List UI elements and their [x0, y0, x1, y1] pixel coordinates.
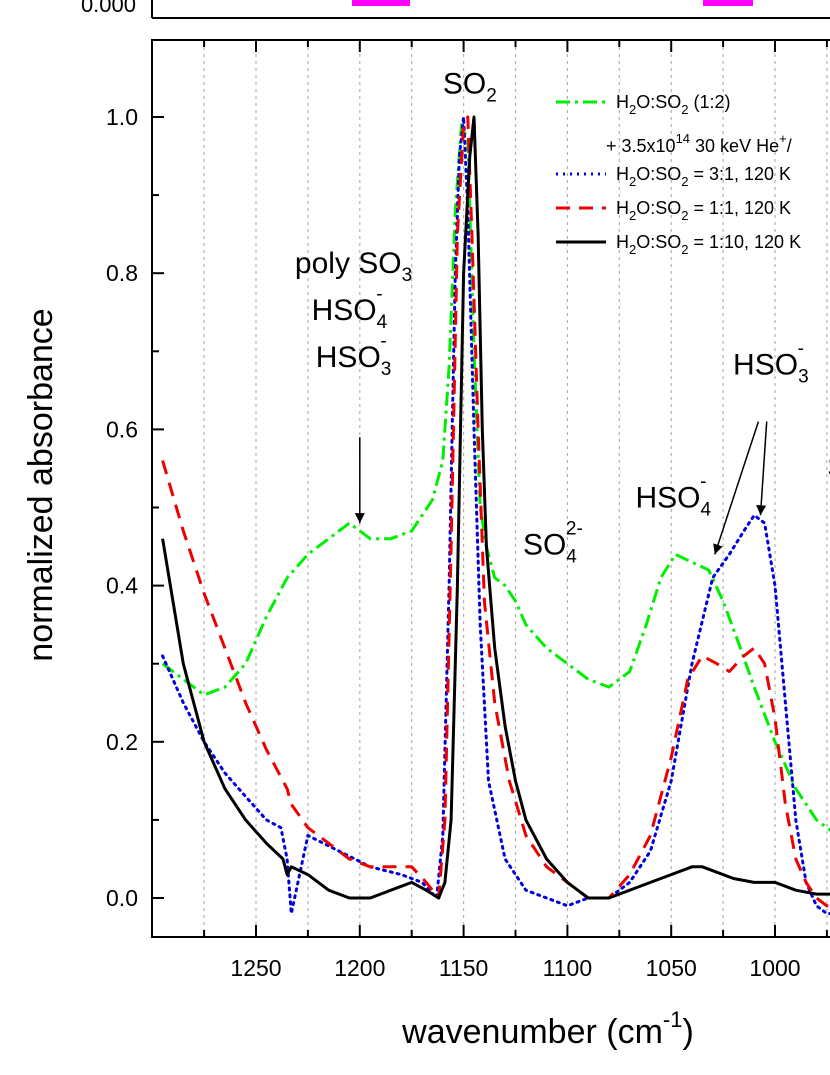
annotation-part: - — [376, 284, 382, 305]
legend: H2O:SO2 (1:2)+ 3.5x1014 30 keV He+/H2O:S… — [556, 92, 801, 257]
annotation-part: HSO — [733, 349, 798, 382]
legend-entry: H2O:SO2 = 1:10, 120 K — [616, 232, 801, 257]
annotation-label: HSO4 - — [635, 472, 711, 521]
legend-text-part: H — [616, 92, 629, 112]
annotation-label: S — [827, 450, 830, 483]
annotation-part: 3 — [381, 359, 392, 380]
annotation-part: 4 — [566, 546, 577, 567]
legend-text-part: 30 keV He — [690, 136, 779, 156]
annotation-part: 3 — [798, 367, 809, 388]
series-line — [161, 115, 830, 900]
series-lines — [161, 115, 830, 916]
legend-text-part: = 1:10, 120 K — [688, 232, 801, 252]
x-tick-label: 1050 — [646, 955, 697, 981]
annotation-part: - — [798, 339, 804, 360]
plot-area: 1250 1200 1150 1100 1050 1000 0.0 0.2 0.4 0.6 0.8 1… — [106, 39, 830, 981]
annotation-label: poly SO3 — [295, 247, 412, 286]
legend-text-part: = 3:1, 120 K — [688, 164, 791, 184]
legend-text-part: 2 — [681, 208, 688, 223]
annotation-label: HSO4 - — [312, 284, 388, 333]
annotation-part: - — [380, 331, 386, 352]
legend-entry: H2O:SO2 = 1:1, 120 K — [616, 198, 791, 223]
y-tick-label: 0.6 — [106, 416, 138, 442]
annotation-part: HSO — [316, 341, 381, 374]
y-tick-label: 1.0 — [106, 104, 138, 130]
annotation-part: 4 — [377, 312, 388, 333]
annotation-part: 2- — [566, 518, 583, 539]
legend-text-part: O:SO — [636, 164, 681, 184]
annotation-label: HSO3 - — [733, 339, 809, 388]
series-line — [161, 115, 830, 908]
x-axis-label-end: ) — [682, 1013, 693, 1051]
plot-frame — [151, 39, 830, 938]
axis-ticks: 1250 1200 1150 1100 1050 1000 0.0 0.2 0.4 0.6 0.8 1… — [106, 40, 828, 981]
legend-entry-line2: + 3.5x1014 30 keV He+/ — [606, 131, 792, 156]
x-tick-label: 1100 — [543, 955, 592, 981]
annotation-part: SO — [523, 528, 566, 561]
annotation-part: 4 — [700, 500, 711, 521]
legend-text-part: O:SO — [636, 232, 681, 252]
legend-text-part: 2 — [629, 242, 636, 257]
y-tick-label: 0.0 — [106, 885, 138, 911]
legend-text-part: + 3.5x10 — [606, 136, 676, 156]
x-axis-label-main: wavenumber (cm — [401, 1013, 663, 1051]
legend-text-part: + — [779, 131, 787, 146]
legend-text-part: 2 — [629, 174, 636, 189]
top-panel-marker-2 — [703, 0, 753, 6]
legend-text-part: 2 — [629, 208, 636, 223]
x-axis-label: wavenumber (cm-1) — [401, 1007, 694, 1051]
annotation-part: 3 — [402, 265, 413, 286]
legend-entry: H2O:SO2 = 3:1, 120 K — [616, 164, 791, 189]
legend-text-part: O:SO — [636, 198, 681, 218]
top-panel-marker-1 — [352, 0, 410, 6]
series-line — [161, 115, 830, 916]
x-tick-label: 1250 — [230, 955, 281, 981]
x-tick-label: 1200 — [334, 955, 385, 981]
legend-text-part: H — [616, 232, 629, 252]
x-tick-label: 1150 — [439, 955, 488, 981]
annotation-arrow — [756, 421, 768, 516]
legend-text-part: = 1:1, 120 K — [688, 198, 791, 218]
legend-text-part: / — [787, 136, 792, 156]
legend-text-part: 2 — [681, 102, 688, 117]
top-panel-tick-label: 0.000 — [81, 0, 136, 17]
legend-text-part: 2 — [629, 102, 636, 117]
annotation-label: SO4 2- — [523, 518, 583, 567]
y-tick-label: 0.2 — [106, 729, 138, 755]
annotation-part: SO — [443, 68, 486, 101]
y-tick-label: 0.8 — [106, 260, 138, 286]
annotation-part: HSO — [312, 294, 377, 327]
annotation-part: S — [827, 450, 830, 483]
legend-text-part: (1:2) — [688, 92, 730, 112]
legend-text-part: 2 — [681, 174, 688, 189]
annotation-arrow — [713, 421, 760, 555]
annotation-part: - — [700, 472, 706, 493]
legend-text-part: O:SO — [636, 92, 681, 112]
legend-text-part: H — [616, 164, 629, 184]
annotation-label: SO2 — [443, 68, 497, 107]
y-tick-label: 0.4 — [106, 573, 138, 599]
x-axis-label-sup: -1 — [663, 1007, 683, 1032]
legend-text-part: H — [616, 198, 629, 218]
legend-entry: H2O:SO2 (1:2) — [616, 92, 731, 117]
annotation-part: poly SO — [295, 247, 402, 280]
top-panel: 0.000 — [81, 0, 830, 19]
x-tick-label: 1000 — [749, 955, 800, 981]
annotation-label: HSO3 - — [316, 331, 392, 380]
annotation-part: HSO — [635, 482, 700, 515]
annotation-part: 2 — [486, 86, 497, 107]
legend-text-part: 14 — [676, 131, 690, 146]
legend-text-part: 2 — [681, 242, 688, 257]
y-axis-label: normalized absorbance — [22, 308, 60, 661]
